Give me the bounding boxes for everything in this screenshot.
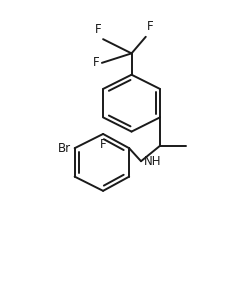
Text: F: F bbox=[100, 138, 106, 151]
Text: F: F bbox=[95, 23, 102, 36]
Text: NH: NH bbox=[144, 155, 161, 168]
Text: F: F bbox=[147, 20, 154, 33]
Text: Br: Br bbox=[58, 142, 71, 155]
Text: F: F bbox=[93, 56, 100, 69]
